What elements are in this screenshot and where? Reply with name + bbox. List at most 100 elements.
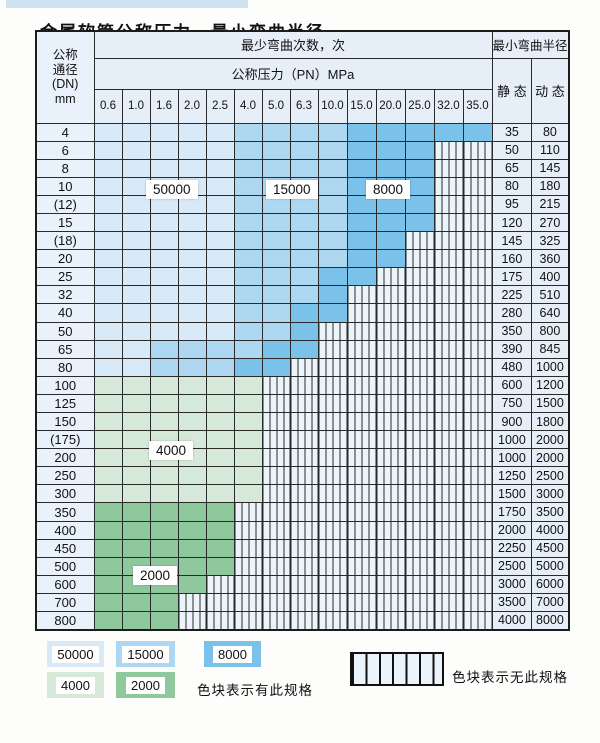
spec-cell bbox=[121, 448, 151, 468]
no-spec-cell bbox=[205, 611, 235, 631]
spec-cell bbox=[261, 339, 291, 359]
spec-cell bbox=[346, 212, 377, 233]
spec-cell bbox=[177, 484, 207, 504]
spec-cell bbox=[233, 321, 263, 341]
no-spec-cell bbox=[433, 430, 464, 450]
no-spec-cell bbox=[317, 574, 348, 594]
no-spec-cell bbox=[433, 466, 464, 486]
spec-cell bbox=[205, 448, 235, 468]
spec-cell bbox=[375, 249, 406, 269]
no-spec-cell bbox=[261, 538, 291, 558]
no-spec-cell bbox=[289, 411, 319, 432]
no-spec-cell bbox=[404, 611, 435, 631]
spec-cell bbox=[261, 285, 291, 305]
no-spec-cell bbox=[433, 556, 464, 576]
spec-cell bbox=[317, 140, 348, 160]
spec-cell bbox=[177, 303, 207, 323]
spec-cell bbox=[233, 267, 263, 287]
spec-cell bbox=[233, 484, 263, 504]
no-spec-cell bbox=[404, 393, 435, 414]
spec-cell bbox=[149, 611, 179, 631]
no-spec-cell bbox=[462, 140, 493, 160]
no-spec-cell bbox=[289, 375, 319, 395]
static-radius-cell: 1500 bbox=[491, 484, 533, 504]
legend-swatch-8000: 8000 bbox=[204, 641, 261, 667]
table-row: 32 225 510 bbox=[35, 285, 570, 305]
spec-cell bbox=[233, 249, 263, 269]
table-row: 150 900 1800 bbox=[35, 411, 570, 432]
dn-cell: 800 bbox=[35, 611, 95, 631]
no-spec-cell bbox=[261, 592, 291, 613]
no-spec-cell bbox=[433, 574, 464, 594]
spec-cell bbox=[177, 231, 207, 251]
spec-cell bbox=[93, 430, 123, 450]
no-spec-cell bbox=[317, 484, 348, 504]
no-spec-cell bbox=[375, 574, 406, 594]
static-radius-cell: 80 bbox=[491, 176, 533, 196]
cycles-label-50000: 50000 bbox=[146, 180, 198, 199]
no-spec-cell bbox=[404, 303, 435, 323]
table-row: 4 35 80 bbox=[35, 122, 570, 142]
pressure-tick: 25.0 bbox=[404, 88, 435, 124]
spec-cell bbox=[205, 520, 235, 540]
dn-cell: 350 bbox=[35, 502, 95, 522]
no-spec-cell bbox=[317, 339, 348, 359]
no-spec-cell bbox=[177, 611, 207, 631]
spec-cell bbox=[177, 357, 207, 377]
spec-cell bbox=[205, 430, 235, 450]
table-row: (12) 95 215 bbox=[35, 194, 570, 214]
spec-cell bbox=[149, 158, 179, 178]
spec-cell bbox=[205, 303, 235, 323]
spec-cell bbox=[205, 321, 235, 341]
no-spec-cell bbox=[346, 411, 377, 432]
no-spec-cell bbox=[261, 611, 291, 631]
no-spec-cell bbox=[433, 375, 464, 395]
static-radius-cell: 2000 bbox=[491, 520, 533, 540]
spec-cell bbox=[121, 285, 151, 305]
spec-cell bbox=[149, 321, 179, 341]
no-spec-cell bbox=[433, 158, 464, 178]
no-spec-cell bbox=[375, 303, 406, 323]
spec-cell bbox=[261, 158, 291, 178]
no-spec-cell bbox=[462, 448, 493, 468]
static-radius-cell: 1000 bbox=[491, 430, 533, 450]
spec-cell bbox=[375, 194, 406, 214]
no-spec-cell bbox=[433, 267, 464, 287]
no-spec-cell bbox=[317, 520, 348, 540]
spec-cell bbox=[289, 140, 319, 160]
no-spec-cell bbox=[289, 502, 319, 522]
no-spec-cell bbox=[375, 393, 406, 414]
spec-cell bbox=[233, 212, 263, 233]
spec-cell bbox=[149, 484, 179, 504]
static-radius-cell: 95 bbox=[491, 194, 533, 214]
no-spec-cell bbox=[433, 303, 464, 323]
no-spec-cell bbox=[233, 556, 263, 576]
no-spec-cell bbox=[375, 448, 406, 468]
no-spec-cell bbox=[404, 267, 435, 287]
pressure-tick: 32.0 bbox=[433, 88, 464, 124]
dn-cell: 400 bbox=[35, 520, 95, 540]
spec-cell bbox=[317, 176, 348, 196]
spec-cell bbox=[205, 267, 235, 287]
dynamic-radius-cell: 800 bbox=[531, 321, 570, 341]
no-spec-cell bbox=[346, 520, 377, 540]
no-spec-cell bbox=[375, 411, 406, 432]
no-spec-cell bbox=[317, 556, 348, 576]
no-spec-cell bbox=[375, 592, 406, 613]
bend-cycles-header: 最少弯曲次数，次 bbox=[93, 30, 493, 59]
spec-cell bbox=[93, 194, 123, 214]
legend-swatch-label: 50000 bbox=[52, 645, 99, 663]
no-spec-cell bbox=[317, 466, 348, 486]
no-spec-cell bbox=[289, 357, 319, 377]
dn-cell: 200 bbox=[35, 448, 95, 468]
no-spec-cell bbox=[433, 484, 464, 504]
spec-cell bbox=[177, 140, 207, 160]
spec-cell bbox=[261, 249, 291, 269]
no-spec-cell bbox=[462, 574, 493, 594]
spec-cell bbox=[149, 393, 179, 414]
no-spec-cell bbox=[261, 520, 291, 540]
spec-cell bbox=[93, 339, 123, 359]
no-spec-cell bbox=[404, 574, 435, 594]
dynamic-radius-cell: 1200 bbox=[531, 375, 570, 395]
dynamic-radius-cell: 1800 bbox=[531, 411, 570, 432]
